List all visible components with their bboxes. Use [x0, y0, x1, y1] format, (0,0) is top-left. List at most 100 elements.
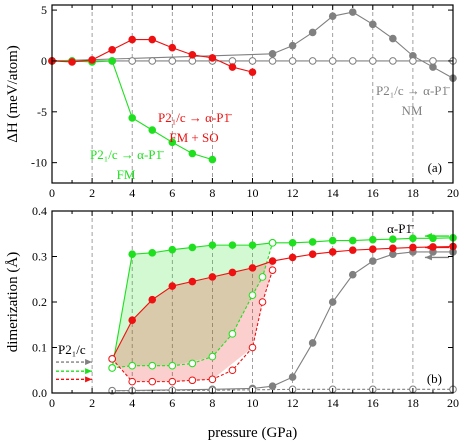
x-tick-label: 8: [209, 396, 215, 410]
data-point-fm-open: [128, 361, 136, 370]
arrow-end-phase-head: [424, 244, 432, 251]
arrow-start-phase-head: [85, 376, 93, 383]
annotation-fmso-l2: FM + SO: [169, 130, 218, 145]
data-point-fm-open: [258, 273, 267, 281]
data-point-fmso-filled: [409, 243, 417, 252]
data-point-fmso-filled: [148, 295, 157, 304]
data-point-fmso-open: [188, 376, 197, 385]
data-point-fm-filled: [328, 236, 337, 245]
data-point-fm-filled: [308, 238, 317, 246]
annotation-fm-l1: P2₁/c → α-P1̄: [90, 147, 164, 162]
data-point-fm-open: [168, 361, 177, 370]
data-point-nm-open: [268, 57, 277, 65]
data-point-fm-filled: [188, 243, 197, 252]
data-point-fmso-filled: [248, 264, 257, 272]
x-axis-label: pressure (GPa): [208, 425, 298, 441]
x-tick-label: 14: [327, 186, 339, 200]
x-tick-label: 6: [169, 186, 175, 200]
data-point-fmso-open: [108, 355, 116, 363]
x-tick-label: 6: [169, 396, 175, 410]
data-point-fmso-filled: [228, 268, 237, 277]
data-point-fm: [168, 138, 177, 147]
data-point-fm: [188, 149, 197, 158]
annotation-alpha: α-P1̄: [387, 221, 414, 236]
data-point-fm-open: [108, 364, 116, 372]
y-tick-label: 0.3: [32, 250, 47, 264]
data-point-nm-open: [429, 57, 437, 65]
data-point-fmso-filled: [328, 248, 337, 256]
data-point-fm-open: [148, 361, 157, 370]
y-axis-label: dimerization (Å): [5, 252, 21, 352]
data-point-nm-filled: [348, 8, 357, 16]
x-tick-label: 0: [49, 396, 55, 410]
arrow-start-phase-head: [85, 368, 93, 375]
series-line-fmso-open: [111, 269, 274, 383]
data-point-nm-filled: [308, 28, 317, 37]
data-point-fm-filled: [389, 235, 397, 244]
x-tick-label: 2: [89, 396, 95, 410]
data-point-fmso: [88, 56, 96, 64]
data-point-nm-filled: [288, 373, 297, 381]
y-tick-label: 0: [41, 54, 47, 68]
data-point-fmso-open: [168, 377, 177, 386]
data-point-nm-filled: [308, 339, 317, 347]
x-tick-label: 10: [247, 396, 259, 410]
annotation-nm-l2: NM: [402, 103, 423, 118]
data-point-nm-open: [168, 57, 177, 65]
data-point-nm-filled: [328, 12, 337, 20]
data-point-nm-open: [369, 57, 377, 65]
data-point-fm-filled: [208, 241, 217, 249]
data-point-fm-filled: [248, 241, 257, 249]
data-point-fm: [128, 114, 136, 122]
data-point-fmso-filled: [168, 282, 177, 290]
data-point-fmso: [208, 54, 217, 62]
x-tick-label: 20: [447, 186, 459, 200]
data-point-nm-open: [348, 57, 357, 65]
y-axis-label: ΔH (meV/atom): [5, 45, 21, 143]
x-tick-label: 20: [447, 396, 459, 410]
panel-b: 0.0 0.1 0.2 0.3 0.4 0 2 4 6 8 10 12 14 16 18 20 dimeriza…: [5, 204, 459, 410]
data-point-fmso: [188, 51, 197, 59]
annotation-panel: (a): [428, 160, 442, 175]
data-point-fmso-open: [248, 343, 257, 352]
data-point-fmso-filled: [128, 316, 136, 325]
data-point-nm-filled: [288, 41, 297, 50]
x-tick-label: 16: [367, 186, 379, 200]
y-tick-label: 0.1: [32, 341, 47, 355]
data-point-fmso: [248, 68, 257, 76]
arrow-end-phase-head: [424, 233, 432, 240]
data-point-nm-open: [288, 57, 297, 65]
data-point-nm-filled: [389, 34, 397, 43]
data-point-nm-open: [328, 57, 337, 65]
data-point-fm-filled: [148, 249, 157, 257]
annotation-panel: (b): [427, 371, 442, 386]
data-point-fm: [108, 57, 116, 65]
arrow-end-phase-head: [424, 254, 432, 261]
data-point-nm-open: [128, 57, 136, 65]
data-point-nm-filled: [369, 257, 377, 265]
annotation-p21c: P2₁/c: [58, 342, 86, 357]
arrow-start-phase-head: [85, 359, 93, 366]
data-point-fm: [148, 126, 157, 134]
data-point-fm-filled: [228, 241, 237, 249]
data-point-fm-open: [268, 239, 277, 247]
data-point-fm-open: [248, 291, 257, 299]
data-point-fmso: [128, 35, 136, 44]
data-point-fmso-filled: [348, 246, 357, 254]
data-point-nm-open: [248, 57, 257, 65]
x-tick-label: 16: [367, 396, 379, 410]
x-tick-label: 2: [89, 186, 95, 200]
data-point-fmso-open: [208, 375, 217, 384]
data-point-fmso-filled: [288, 253, 297, 262]
data-point-fmso-filled: [389, 244, 397, 253]
data-point-fm-open: [208, 352, 217, 361]
data-point-fmso-open: [128, 377, 136, 386]
panel-a: 5 0 -5 -10 0 2 4 6 8 10 12 14 16 18 20 ΔH (meV/atom) P2₁…: [5, 3, 459, 200]
data-point-fm-open: [188, 359, 197, 368]
x-tick-label: 8: [209, 186, 215, 200]
data-point-fm-filled: [168, 245, 177, 254]
data-point-fmso-filled: [369, 245, 377, 254]
data-point-fmso-open: [228, 366, 237, 375]
y-tick-label: -10: [31, 156, 47, 170]
